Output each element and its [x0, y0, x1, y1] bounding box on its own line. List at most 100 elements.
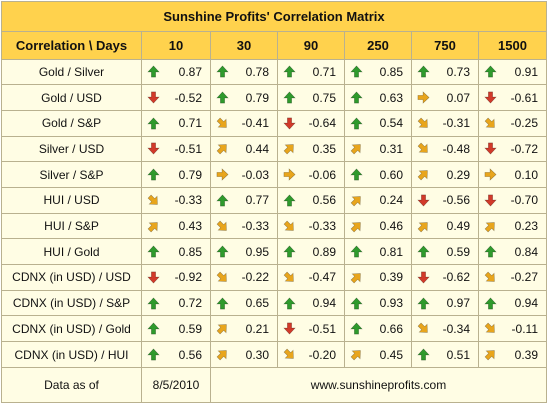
arrow-down-right-icon — [283, 220, 294, 231]
correlation-cell: 0.79 — [210, 84, 278, 111]
correlation-value: -0.22 — [241, 270, 269, 285]
correlation-value: -0.34 — [442, 321, 470, 336]
correlation-cell: 0.94 — [277, 289, 345, 317]
arrow-down-right-icon — [417, 117, 428, 128]
correlation-value: -0.72 — [510, 141, 538, 156]
correlation-value: 0.59 — [178, 321, 202, 336]
row-label: CDNX (in USD) / S&P — [1, 289, 142, 317]
arrow-up-icon — [216, 194, 229, 207]
correlation-cell: 0.85 — [344, 58, 412, 86]
correlation-cell: 0.85 — [141, 238, 211, 266]
correlation-value: 0.07 — [446, 90, 470, 105]
correlation-value: 0.91 — [514, 64, 538, 79]
correlation-cell: 0.44 — [210, 135, 278, 163]
header-period: 1500 — [478, 30, 547, 60]
arrow-up-icon — [350, 245, 363, 258]
correlation-cell: 0.95 — [210, 238, 278, 266]
correlation-cell: 0.89 — [277, 238, 345, 266]
correlation-cell: 0.24 — [344, 187, 412, 214]
arrow-up-icon — [147, 297, 160, 309]
correlation-value: 0.54 — [379, 116, 403, 131]
correlation-cell: -0.33 — [210, 212, 278, 240]
correlation-value: -0.11 — [511, 321, 538, 336]
correlation-cell: 0.56 — [141, 341, 211, 368]
arrow-up-right-icon — [147, 221, 158, 232]
arrow-up-right-icon — [350, 196, 361, 207]
arrow-down-right-icon — [417, 322, 428, 334]
correlation-cell: 0.79 — [141, 161, 211, 188]
correlation-cell: 0.46 — [344, 212, 412, 240]
correlation-cell: 0.10 — [478, 161, 547, 188]
correlation-value: 0.78 — [245, 64, 269, 79]
correlation-cell: 0.56 — [277, 187, 345, 214]
arrow-down-icon — [283, 322, 296, 335]
header-period: 750 — [411, 30, 479, 60]
correlation-value: 0.43 — [178, 219, 202, 234]
correlation-cell: 0.66 — [344, 315, 412, 343]
correlation-cell: 0.77 — [210, 187, 278, 214]
row-label: CDNX (in USD) / Gold — [1, 315, 142, 343]
correlation-cell: -0.27 — [478, 264, 547, 291]
correlation-value: 0.21 — [245, 321, 269, 336]
correlation-value: 0.51 — [446, 347, 470, 362]
arrow-up-right-icon — [283, 144, 294, 155]
correlation-value: 0.10 — [514, 167, 538, 182]
correlation-cell: 0.84 — [478, 238, 547, 266]
arrow-up-icon — [147, 348, 160, 361]
correlation-value: 0.87 — [178, 64, 202, 79]
header-period: 10 — [141, 30, 211, 60]
correlation-value: 0.89 — [312, 244, 336, 259]
correlation-value: 0.71 — [312, 64, 336, 79]
arrow-up-icon — [216, 91, 229, 104]
correlation-cell: 0.59 — [411, 238, 479, 266]
correlation-value: -0.61 — [510, 90, 538, 105]
table-row: CDNX (in USD) / HUI 0.56 0.30 -0.20 0.45 0.51… — [1, 341, 547, 368]
arrow-down-right-icon — [417, 143, 428, 154]
correlation-cell: 0.94 — [478, 289, 547, 317]
correlation-cell: 0.71 — [141, 109, 211, 137]
arrow-down-right-icon — [283, 271, 294, 282]
correlation-value: 0.94 — [514, 296, 538, 311]
correlation-value: 0.84 — [514, 244, 538, 259]
arrow-up-right-icon — [417, 221, 428, 232]
correlation-value: 0.65 — [245, 296, 269, 311]
correlation-value: -0.47 — [308, 270, 336, 285]
arrow-down-icon — [484, 143, 497, 155]
table-row: Gold / Silver 0.87 0.78 0.71 0.85 0.73 0.91 — [1, 58, 547, 86]
correlation-cell: 0.65 — [210, 289, 278, 317]
arrow-down-icon — [417, 271, 430, 284]
table-row: HUI / Gold 0.85 0.95 0.89 0.81 0.59 0.84 — [1, 238, 547, 266]
table-row: CDNX (in USD) / Gold 0.59 0.21 -0.51 0.66 -0.… — [1, 315, 547, 343]
correlation-value: 0.93 — [379, 296, 403, 311]
arrow-up-icon — [350, 117, 363, 130]
correlation-value: 0.30 — [245, 347, 269, 362]
correlation-cell: 0.59 — [141, 315, 211, 343]
arrow-up-right-icon — [216, 350, 227, 361]
arrow-up-icon — [417, 245, 430, 258]
arrow-up-right-icon — [216, 144, 227, 155]
arrow-up-icon — [484, 245, 497, 258]
correlation-value: -0.62 — [442, 270, 470, 285]
correlation-cell: 0.07 — [411, 84, 479, 111]
correlation-cell: -0.34 — [411, 315, 479, 343]
table-row: CDNX (in USD) / S&P 0.72 0.65 0.94 0.93 0.97 0… — [1, 289, 547, 317]
footer-site: www.sunshineprofits.com — [210, 367, 547, 403]
correlation-cell: -0.47 — [277, 264, 345, 291]
correlation-cell: 0.60 — [344, 161, 412, 188]
correlation-value: 0.60 — [379, 167, 403, 182]
arrow-down-right-icon — [484, 322, 495, 334]
correlation-value: 0.97 — [446, 296, 470, 311]
correlation-value: -0.70 — [510, 193, 538, 208]
correlation-value: -0.52 — [174, 90, 202, 105]
correlation-cell: 0.49 — [411, 212, 479, 240]
correlation-cell: -0.72 — [478, 135, 547, 163]
table-row: Silver / USD -0.51 0.44 0.35 0.31 -0.48 -0.72 — [1, 135, 547, 163]
arrow-up-icon — [350, 297, 363, 309]
correlation-value: 0.75 — [312, 90, 336, 105]
header-period: 250 — [344, 30, 412, 60]
footer-label: Data as of — [1, 367, 142, 403]
correlation-value: 0.95 — [245, 244, 269, 259]
arrow-up-icon — [283, 91, 296, 104]
correlation-value: -0.48 — [442, 141, 470, 156]
row-label: Silver / S&P — [1, 161, 142, 188]
